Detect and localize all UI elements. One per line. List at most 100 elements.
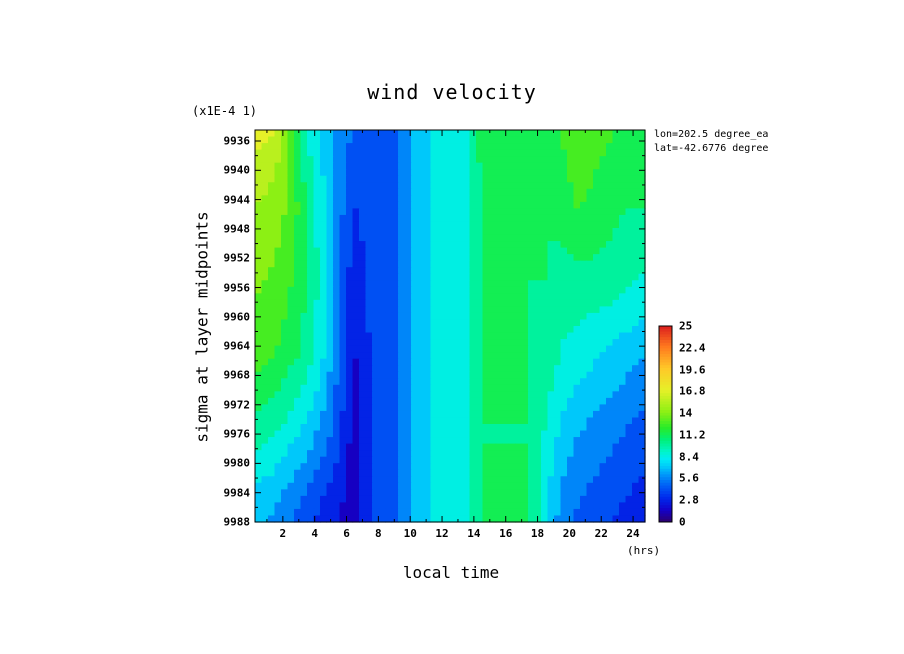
heatmap-cell [632, 299, 640, 307]
heatmap-cell [326, 299, 334, 307]
heatmap-cell [313, 195, 321, 203]
heatmap-cell [606, 397, 614, 405]
heatmap-cell [560, 365, 568, 373]
heatmap-cell [567, 371, 575, 379]
heatmap-cell [261, 482, 269, 490]
heatmap-cell [528, 391, 536, 399]
heatmap-cell [599, 358, 607, 366]
heatmap-cell [580, 247, 588, 255]
heatmap-cell [333, 254, 341, 262]
heatmap-cell [547, 273, 555, 281]
heatmap-cell [495, 352, 503, 360]
heatmap-cell [482, 371, 490, 379]
heatmap-cell [547, 175, 555, 183]
heatmap-cell [573, 280, 581, 288]
heatmap-cell [450, 221, 458, 229]
heatmap-cell [638, 156, 646, 164]
heatmap-cell [502, 495, 510, 503]
heatmap-cell [456, 149, 464, 157]
heatmap-cell [560, 410, 568, 419]
heatmap-cell [268, 502, 276, 510]
heatmap-cell [372, 482, 380, 490]
heatmap-cell [515, 143, 523, 151]
heatmap-cell [560, 332, 568, 340]
heatmap-cell [287, 378, 295, 386]
heatmap-cell [495, 404, 503, 412]
heatmap-cell [281, 136, 289, 144]
heatmap-cell [255, 469, 263, 477]
heatmap-cell [560, 489, 568, 497]
heatmap-cell [287, 371, 295, 379]
heatmap-cell [606, 495, 614, 503]
heatmap-cell [359, 339, 367, 347]
heatmap-cell [521, 260, 529, 268]
heatmap-cell [632, 339, 640, 347]
heatmap-cell [261, 267, 269, 275]
heatmap-cell [586, 260, 594, 268]
heatmap-cell [450, 273, 458, 281]
heatmap-cell [443, 286, 451, 294]
heatmap-cell [339, 502, 347, 510]
heatmap-cell [346, 508, 354, 517]
heatmap-cell [326, 469, 334, 477]
heatmap-cell [398, 195, 406, 203]
heatmap-cell [560, 371, 568, 379]
heatmap-cell [521, 208, 529, 216]
heatmap-cell [404, 247, 412, 255]
heatmap-cell [424, 437, 432, 445]
heatmap-cell [580, 345, 588, 353]
heatmap-cell [521, 306, 529, 314]
heatmap-cell [300, 280, 308, 288]
heatmap-cell [469, 299, 477, 307]
heatmap-cell [313, 332, 321, 340]
heatmap-cell [593, 358, 601, 366]
heatmap-cell [469, 339, 477, 347]
heatmap-cell [625, 495, 633, 503]
heatmap-cell [326, 450, 334, 458]
heatmap-cell [346, 397, 354, 405]
heatmap-cell [612, 378, 620, 386]
heatmap-cell [495, 345, 503, 353]
heatmap-cell [385, 182, 393, 190]
heatmap-cell [625, 162, 633, 170]
heatmap-cell [417, 273, 425, 281]
heatmap-cell [612, 502, 620, 510]
heatmap-cell [261, 476, 269, 484]
heatmap-cell [560, 397, 568, 405]
heatmap-cell [567, 463, 575, 471]
heatmap-cell [567, 339, 575, 347]
heatmap-cell [411, 495, 419, 503]
heatmap-cell [476, 299, 484, 307]
heatmap-cell [606, 371, 614, 379]
heatmap-cell [508, 130, 516, 138]
heatmap-cell [560, 143, 568, 151]
heatmap-cell [404, 143, 412, 151]
heatmap-cell [567, 149, 575, 157]
heatmap-cell [443, 234, 451, 242]
heatmap-cell [385, 260, 393, 268]
heatmap-cell [573, 476, 581, 484]
y-scale-note: (x1E-4 1) [192, 104, 258, 118]
heatmap-cell [515, 508, 523, 517]
heatmap-cell [541, 208, 549, 216]
heatmap-cell [346, 241, 354, 249]
heatmap-cell [300, 319, 308, 327]
heatmap-cell [417, 443, 425, 451]
heatmap-cell [586, 306, 594, 314]
heatmap-cell [417, 469, 425, 477]
heatmap-cell [456, 280, 464, 288]
heatmap-cell [476, 417, 484, 425]
heatmap-cell [528, 136, 536, 144]
heatmap-cell [411, 326, 419, 334]
heatmap-cell [424, 482, 432, 490]
heatmap-cell [586, 201, 594, 209]
heatmap-cell [417, 391, 425, 399]
heatmap-cell [508, 162, 516, 170]
heatmap-cell [547, 410, 555, 419]
heatmap-cell [255, 254, 263, 262]
heatmap-cell [573, 149, 581, 157]
heatmap-cell [333, 371, 341, 379]
heatmap-cell [326, 273, 334, 281]
heatmap-cell [586, 476, 594, 484]
heatmap-cell [424, 424, 432, 432]
